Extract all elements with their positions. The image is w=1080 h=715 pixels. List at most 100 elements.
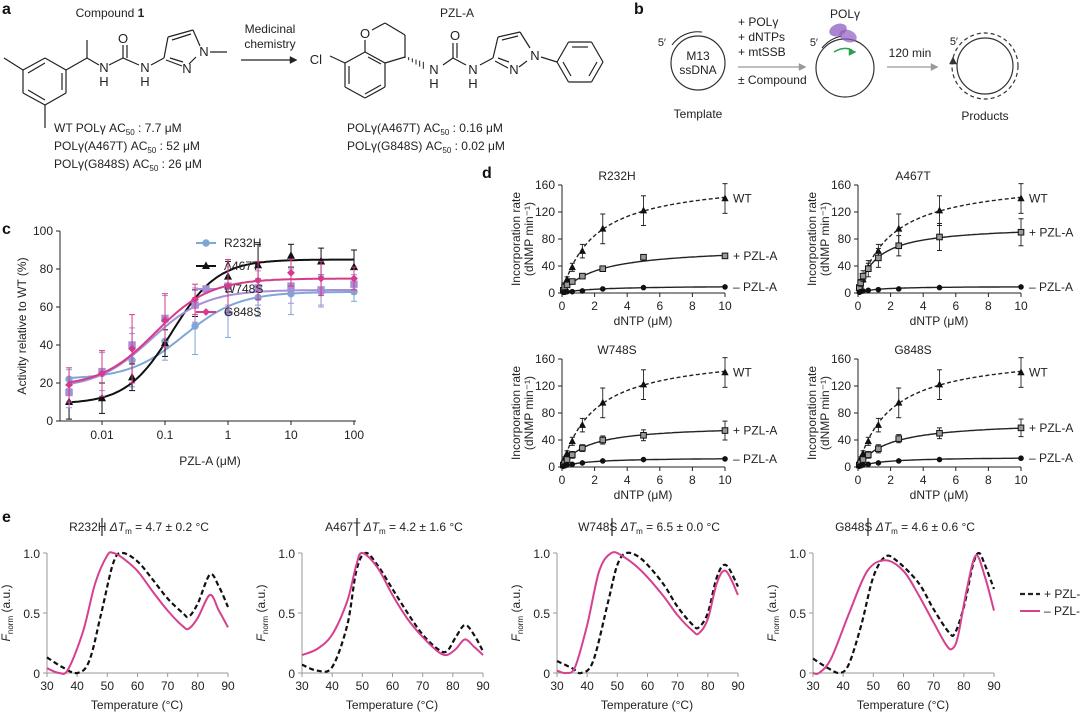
- series-label: + PZL-A: [1029, 421, 1073, 435]
- data-point: [579, 444, 586, 452]
- x-tick-label: 80: [191, 679, 205, 693]
- y-axis-label: Incorporation rate: [509, 192, 523, 286]
- fit-curve: [857, 196, 1022, 294]
- title-delta-tm: ΔT: [363, 520, 381, 534]
- x-tick-label: 30: [40, 679, 54, 693]
- data-point: [350, 274, 358, 283]
- chemical-bond: [329, 55, 346, 64]
- x-tick-label: 80: [701, 679, 715, 693]
- chemical-bond: [3, 57, 24, 71]
- melt-curve-minus: [46, 551, 229, 675]
- product-strand-dashed: [951, 32, 1019, 100]
- atom-n: N: [99, 60, 108, 75]
- series-– PZL-A: [856, 455, 1024, 470]
- x-tick-label: 90: [731, 679, 745, 693]
- chemical-bond: [108, 57, 124, 66]
- reagent-label: + POLγ: [738, 15, 778, 29]
- chart-e-R232H: 0 0.5 1.0 30 40 50 60 70 80 90 Temperature (°C) Fno…: [0, 520, 235, 712]
- x-tick-label: 50: [611, 679, 625, 693]
- title-variant: W748S: [578, 520, 617, 534]
- y-label-f: F: [509, 633, 523, 641]
- x-tick-label: 1: [225, 428, 232, 442]
- compound-title-text: Compound: [76, 6, 138, 20]
- data-point: [579, 288, 586, 294]
- atom-n: N: [199, 44, 208, 59]
- chemical-bond: [540, 56, 558, 63]
- chemical-bond: [371, 22, 386, 31]
- primer-strand: [671, 31, 703, 46]
- compound-1-title: Compound 1: [76, 6, 145, 20]
- data-point: [569, 461, 576, 468]
- x-tick-label: 2: [887, 299, 894, 313]
- data-point: [97, 393, 107, 402]
- data-point: [640, 284, 647, 291]
- data-point: [1017, 424, 1025, 432]
- chemical-bond: [494, 60, 509, 69]
- template-label-m13: M13: [686, 49, 710, 63]
- atom-h: H: [468, 76, 477, 91]
- y-label-f: F: [765, 633, 779, 641]
- x-tick-label: 8: [689, 299, 696, 313]
- data-point: [599, 286, 606, 292]
- data-point: [721, 427, 729, 434]
- data-point: [721, 252, 729, 260]
- y-tick-label: 0: [548, 460, 555, 474]
- data-point: [864, 265, 872, 272]
- title-sub: m: [891, 527, 898, 536]
- ac50-value: POLγ(G848S) AC50 : 0.02 μM: [347, 139, 505, 155]
- y-label-sub: norm: [261, 616, 270, 635]
- data-point: [128, 344, 136, 353]
- series-label: WT: [733, 192, 752, 206]
- chemical-bond: [452, 57, 467, 66]
- panel-label-a: a: [2, 1, 11, 18]
- title-variant: R232H: [69, 520, 106, 534]
- chemical-bond: [562, 61, 572, 77]
- x-tick-label: 0: [855, 299, 862, 313]
- template-caption: Template: [674, 107, 723, 121]
- enzyme-label: POLγ: [830, 7, 860, 21]
- x-tick-label: 4: [624, 473, 631, 487]
- y-tick-label: 120: [535, 205, 555, 219]
- data-point: [936, 233, 943, 241]
- data-point: [864, 437, 872, 445]
- arrowhead-icon: [289, 56, 298, 64]
- x-tick-label: 0.01: [90, 428, 114, 442]
- x-tick-label: 2: [591, 299, 598, 313]
- chart-title: W748S ΔTm = 6.5 ± 0.0 °C: [578, 520, 720, 536]
- y-tick-label: 40: [40, 338, 54, 352]
- title-value: = 4.6 ± 0.6 °C: [898, 520, 975, 534]
- chemical-bond: [588, 61, 598, 77]
- chemical-bond: [167, 29, 194, 38]
- title-variant: G848S: [835, 520, 872, 534]
- series-WT: [559, 183, 729, 294]
- series-label: + PZL-A: [733, 424, 777, 438]
- chemical-bond: [442, 57, 454, 66]
- panel-label-b: b: [634, 1, 644, 18]
- series-label: – PZL-A: [1029, 280, 1073, 294]
- y-tick-label: 1.0: [789, 547, 806, 561]
- data-point: [857, 279, 864, 287]
- data-point: [98, 369, 106, 378]
- data-point: [935, 206, 944, 214]
- fit-curve: [69, 291, 354, 379]
- melt-curve-plus: [301, 551, 484, 673]
- arrow-label-chemistry: chemistry: [244, 37, 295, 51]
- chart-c: 0 20 40 60 80 100 0.01 0.1 1 10 100 PZL-A (μM) Activ…: [15, 224, 364, 468]
- x-tick-label: 60: [897, 679, 911, 693]
- title-delta-tm: ΔT: [620, 520, 638, 534]
- y-tick-label: 160: [535, 178, 555, 192]
- data-point: [895, 398, 903, 406]
- synthesis-arrowhead-icon: [848, 48, 857, 56]
- data-point: [65, 380, 73, 389]
- y-label-f: F: [0, 633, 13, 641]
- chemical-bond: [122, 57, 140, 66]
- x-tick-label: 4: [624, 299, 631, 313]
- series-label: WT: [1029, 366, 1048, 380]
- atom-h: H: [140, 74, 149, 89]
- y-tick-label: 40: [542, 259, 556, 273]
- data-point: [1018, 455, 1024, 462]
- x-tick-label: 10: [1014, 299, 1028, 313]
- chart-title: G848S ΔTm = 4.6 ± 0.6 °C: [835, 520, 975, 536]
- ac50-number: : 52 μM: [156, 139, 200, 153]
- chart-e-A467T: 0 0.5 1.0 30 40 50 60 70 80 90 Temperature (°C) Fno…: [254, 520, 490, 712]
